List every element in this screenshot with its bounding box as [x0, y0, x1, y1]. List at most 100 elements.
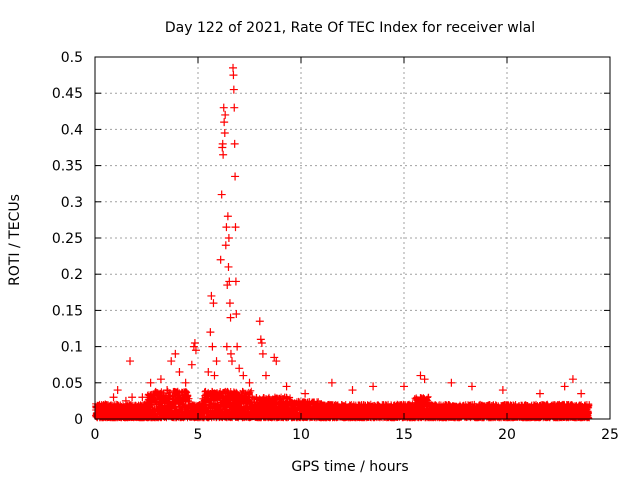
data-point — [229, 85, 238, 94]
data-point — [327, 378, 336, 387]
data-point — [229, 71, 238, 80]
data-point — [255, 317, 264, 326]
data-point — [113, 386, 122, 395]
data-point — [498, 386, 507, 395]
data-point — [232, 310, 241, 319]
data-point — [191, 346, 200, 355]
data-point — [189, 342, 198, 351]
y-tick-label: 0 — [74, 412, 83, 428]
data-point — [224, 262, 233, 271]
data-point — [230, 103, 239, 112]
data-point — [282, 382, 291, 391]
data-point — [416, 371, 425, 380]
data-point — [175, 367, 184, 376]
data-point — [163, 386, 172, 395]
data-point — [221, 110, 230, 119]
data-point — [219, 150, 228, 159]
y-tick-label: 0.1 — [61, 340, 83, 356]
y-tick-label: 0.4 — [61, 122, 83, 138]
data-point — [220, 129, 229, 138]
data-point — [222, 223, 231, 232]
data-point — [231, 223, 240, 232]
data-point — [206, 328, 215, 337]
data-point — [261, 371, 270, 380]
data-point — [256, 335, 265, 344]
data-point — [227, 357, 236, 366]
data-point — [171, 349, 180, 358]
y-tick-label: 0.2 — [61, 267, 83, 283]
ticks-layer: 0 5 10 15 20 25 0 0.05 0.1 0.15 0.2 0.25 0.3 0.35 0.4 0… — [52, 50, 619, 443]
data-point — [225, 299, 234, 308]
y-tick-label: 0.35 — [52, 159, 83, 175]
data-point — [167, 357, 176, 366]
data-point — [226, 349, 235, 358]
data-point — [258, 349, 267, 358]
y-tick-label: 0.05 — [52, 376, 83, 392]
data-point — [270, 353, 279, 362]
data-point — [222, 342, 231, 351]
data-point — [209, 299, 218, 308]
data-point — [156, 375, 165, 384]
data-point — [235, 364, 244, 373]
x-tick-label: 10 — [292, 427, 310, 443]
data-point — [223, 212, 232, 221]
data-point — [146, 378, 155, 387]
x-tick-label: 5 — [194, 427, 203, 443]
data-point — [467, 382, 476, 391]
data-point — [231, 172, 240, 181]
data-point — [301, 389, 310, 398]
data-point — [560, 382, 569, 391]
data-point — [218, 139, 227, 148]
x-tick-label: 15 — [395, 427, 413, 443]
x-tick-label: 0 — [91, 427, 100, 443]
data-point — [420, 375, 429, 384]
data-point — [369, 382, 378, 391]
data-point — [245, 378, 254, 387]
data-point — [109, 393, 118, 402]
data-points-layer — [95, 63, 586, 413]
data-point — [224, 234, 233, 242]
data-point — [348, 386, 357, 395]
data-point — [221, 241, 230, 250]
data-point — [187, 360, 196, 369]
data-point — [101, 400, 110, 409]
data-point — [95, 404, 104, 413]
data-point — [257, 338, 266, 347]
data-point — [121, 396, 130, 405]
data-point — [226, 313, 235, 322]
y-tick-label: 0.3 — [61, 195, 83, 211]
y-axis-label: ROTI / TECUs — [7, 194, 23, 286]
y-tick-label: 0.25 — [52, 231, 83, 247]
data-point — [217, 190, 226, 199]
x-axis-label: GPS time / hours — [291, 459, 408, 475]
x-tick-label: 25 — [601, 427, 619, 443]
data-point — [447, 378, 456, 387]
data-point — [212, 357, 221, 366]
y-tick-label: 0.45 — [52, 86, 83, 102]
data-point — [126, 357, 135, 366]
data-point — [128, 393, 137, 402]
data-point — [223, 281, 232, 290]
data-point — [233, 342, 242, 351]
data-point — [207, 291, 216, 300]
data-point — [220, 118, 229, 127]
data-point — [190, 338, 199, 347]
data-point — [231, 277, 240, 286]
data-point — [230, 139, 239, 148]
data-point — [216, 255, 225, 264]
y-tick-label: 0.15 — [52, 303, 83, 319]
y-tick-label: 0.5 — [61, 50, 83, 66]
data-point — [568, 375, 577, 384]
grid-layer — [95, 57, 610, 419]
x-tick-label: 20 — [498, 427, 516, 443]
data-point — [204, 367, 213, 376]
data-point — [535, 389, 544, 398]
data-point — [229, 63, 238, 72]
data-point — [400, 382, 408, 391]
data-point — [181, 378, 190, 387]
data-point — [219, 103, 228, 112]
data-point — [210, 371, 219, 380]
data-point — [239, 371, 248, 380]
data-point — [138, 393, 147, 402]
